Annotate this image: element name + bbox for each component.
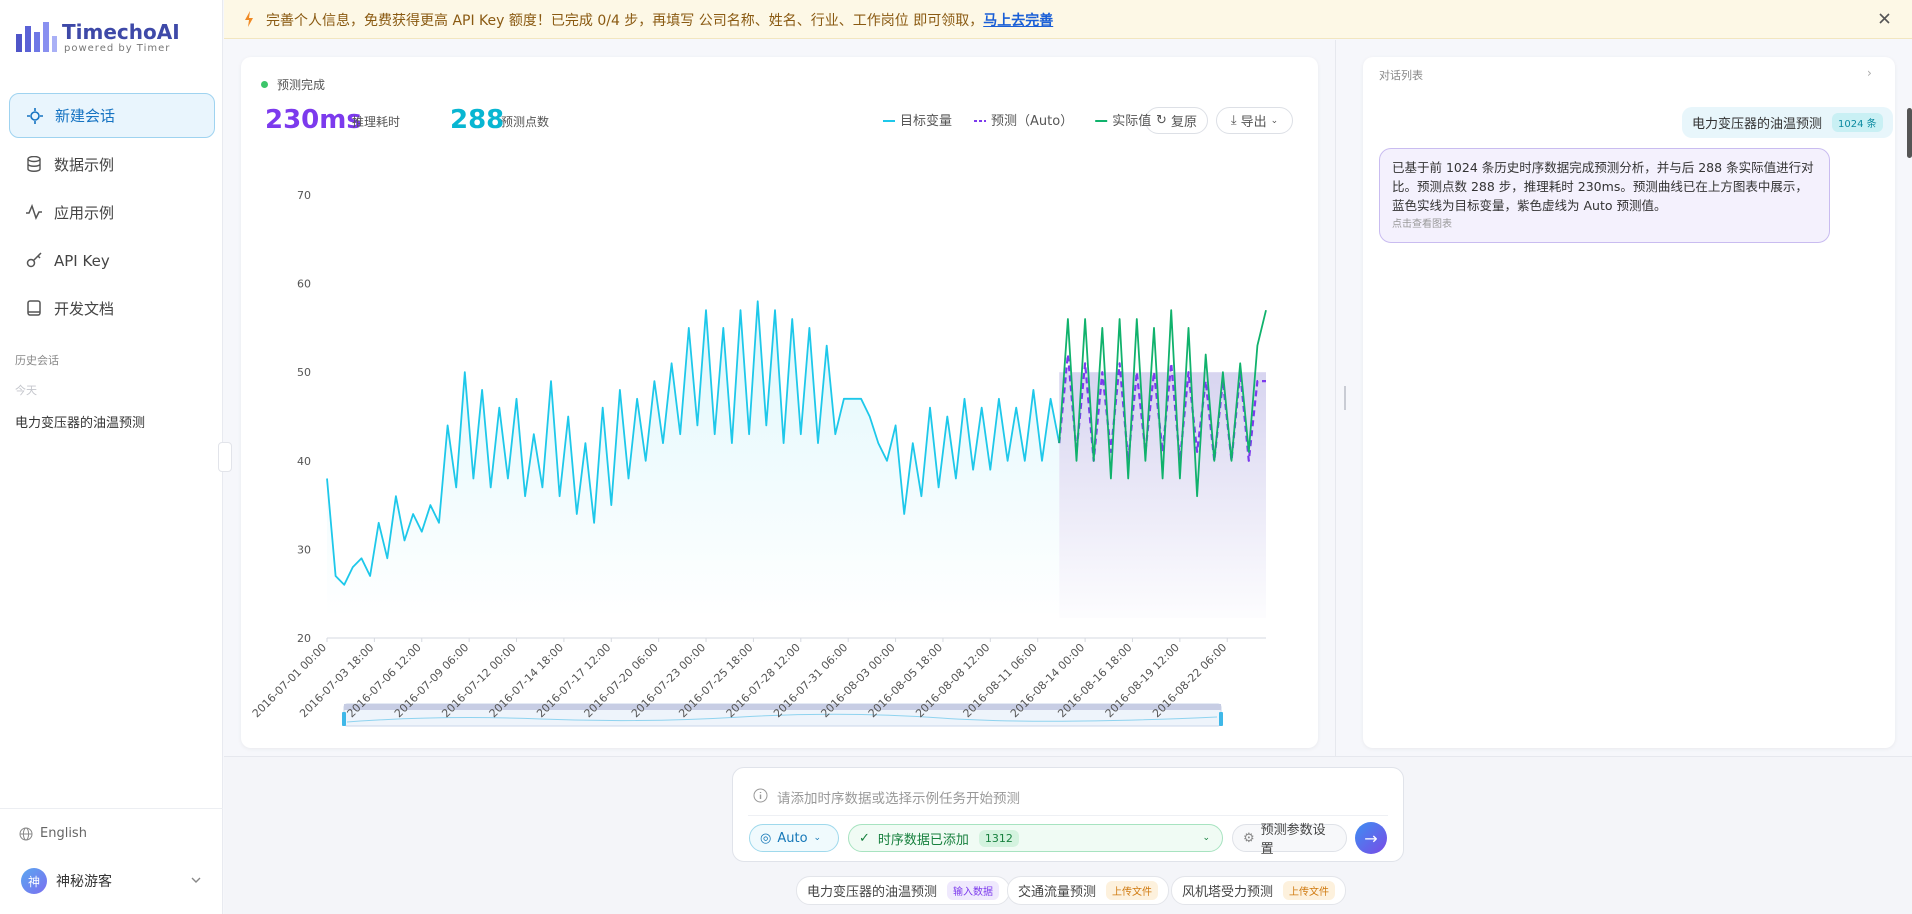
example-label: 风机塔受力预测 xyxy=(1182,885,1274,900)
avatar: 神 xyxy=(21,868,47,894)
history-group: 今天 xyxy=(15,384,37,397)
forecast-region xyxy=(1059,372,1266,618)
banner-link[interactable]: 马上去完善 xyxy=(983,13,1054,29)
series-line xyxy=(326,300,1061,586)
nav-label: 应用示例 xyxy=(54,204,115,222)
nav-icon xyxy=(27,108,43,124)
nav-icon xyxy=(26,252,42,268)
nav-label: 数据示例 xyxy=(54,156,115,174)
status: 预测完成 xyxy=(277,78,326,92)
user-message: 电力变压器的油温预测 1024 条 xyxy=(1682,107,1893,138)
brand: TimechoAI xyxy=(62,20,180,44)
globe-icon xyxy=(19,827,33,841)
message-text: 电力变压器的油温预测 xyxy=(1692,117,1823,132)
example-chip[interactable]: 电力变压器的油温预测 输入数据 xyxy=(796,876,1011,905)
y-tick-label: 60 xyxy=(297,278,311,291)
example-chip[interactable]: 风机塔受力预测 上传文件 xyxy=(1171,876,1347,905)
banner xyxy=(224,0,1912,39)
sidebar: TimechoAI powered by Timer 新建会话 数据示例 应用示… xyxy=(0,0,223,914)
nav-item[interactable]: 数据示例 xyxy=(9,142,215,187)
series-line xyxy=(1058,309,1267,498)
split-handle[interactable] xyxy=(1344,386,1346,410)
legend-label: 目标变量 xyxy=(900,113,952,129)
zoom-handle[interactable] xyxy=(1219,712,1223,726)
stat-label: 推理耗时 xyxy=(352,115,401,129)
info-icon xyxy=(753,788,768,803)
input-placeholder[interactable]: 请添加时序数据或选择示例任务开始预测 xyxy=(777,791,1020,807)
target-area xyxy=(327,301,1060,618)
button-label: 复原 xyxy=(1170,115,1197,130)
tagline: powered by Timer xyxy=(64,43,171,54)
y-tick-label: 50 xyxy=(297,366,311,379)
chat-expand[interactable]: › xyxy=(1867,66,1872,80)
nav-item[interactable]: 开发文档 xyxy=(9,286,215,331)
assistant-message: 已基于前 1024 条历史时序数据完成预测分析，并与后 288 条实际值进行对比… xyxy=(1379,148,1830,243)
scrollbar[interactable] xyxy=(1907,108,1912,158)
export-button[interactable]: ⤓ 导出 ⌄ xyxy=(1216,107,1293,134)
button-label: 导出 xyxy=(1240,115,1267,130)
message-hint[interactable]: 点击查看图表 xyxy=(1392,219,1452,230)
y-tick-label: 40 xyxy=(297,455,311,468)
send-button[interactable]: → xyxy=(1355,822,1387,854)
nav-icon xyxy=(26,204,42,220)
stat-value: 230ms xyxy=(265,105,362,135)
zoom-window[interactable] xyxy=(344,704,1221,710)
history-title: 历史会话 xyxy=(15,354,59,367)
divider xyxy=(0,808,223,809)
settings-button[interactable]: ⚙ 预测参数设置 xyxy=(1232,823,1347,857)
nav-item[interactable]: 新建会话 xyxy=(9,93,215,138)
nav-icon xyxy=(27,156,41,172)
nav-label: 开发文档 xyxy=(54,300,115,318)
bolt-icon xyxy=(245,11,253,27)
y-tick-label: 30 xyxy=(297,543,311,556)
zoom-preview xyxy=(346,713,1218,723)
stat-label: 预测点数 xyxy=(501,115,550,129)
model-label: Auto xyxy=(777,830,808,846)
legend-label: 预测（Auto） xyxy=(991,114,1073,129)
logo-icon xyxy=(16,22,57,52)
chevron[interactable] xyxy=(191,877,201,885)
example-label: 交通流量预测 xyxy=(1018,885,1097,900)
reset-button[interactable]: ↻ 复原 xyxy=(1145,107,1208,134)
data-status-label: 时序数据已添加 xyxy=(877,832,969,848)
row-badge: 1024 条 xyxy=(1832,113,1883,132)
message-text: 已基于前 1024 条历史时序数据完成预测分析，并与后 288 条实际值进行对比… xyxy=(1392,160,1814,213)
y-tick-label: 70 xyxy=(297,189,311,202)
banner-text: 完善个人信息，免费获得更高 API Key 额度！已完成 0/4 步，再填写 公… xyxy=(266,10,1053,30)
example-tag: 上传文件 xyxy=(1106,881,1159,900)
zoom-handle[interactable] xyxy=(342,712,346,726)
nav-item[interactable]: API Key xyxy=(9,238,215,283)
stat-value: 288 xyxy=(450,105,505,135)
collapse-tab[interactable] xyxy=(218,442,232,472)
banner-message: 完善个人信息，免费获得更高 API Key 额度！已完成 0/4 步，再填写 公… xyxy=(266,13,984,29)
data-status[interactable]: ✓ 时序数据已添加 1312 ⌄ xyxy=(848,824,1223,852)
nav-label: API Key xyxy=(54,251,110,270)
nav-label: 新建会话 xyxy=(55,107,116,125)
language[interactable]: English xyxy=(40,826,87,841)
split xyxy=(1335,40,1336,756)
model-select[interactable]: ◎ Auto ⌄ xyxy=(749,824,839,852)
status-dot xyxy=(261,81,268,88)
user-name[interactable]: 神秘游客 xyxy=(56,874,112,890)
y-tick-label: 20 xyxy=(297,632,311,645)
example-chip[interactable]: 交通流量预测 上传文件 xyxy=(1007,876,1170,905)
divider xyxy=(748,815,1388,816)
nav-item[interactable]: 应用示例 xyxy=(9,190,215,235)
settings-label: 预测参数设置 xyxy=(1260,823,1326,857)
chat-title: 对话列表 xyxy=(1379,69,1423,82)
legend-label: 实际值 xyxy=(1112,113,1151,129)
example-label: 电力变压器的油温预测 xyxy=(807,885,938,900)
example-tag: 上传文件 xyxy=(1283,881,1336,900)
data-count: 1312 xyxy=(978,829,1019,847)
example-tag: 输入数据 xyxy=(947,881,1000,900)
history-item[interactable]: 电力变压器的油温预测 xyxy=(15,416,146,431)
nav-icon xyxy=(27,300,41,316)
close-icon[interactable] xyxy=(1879,13,1890,24)
